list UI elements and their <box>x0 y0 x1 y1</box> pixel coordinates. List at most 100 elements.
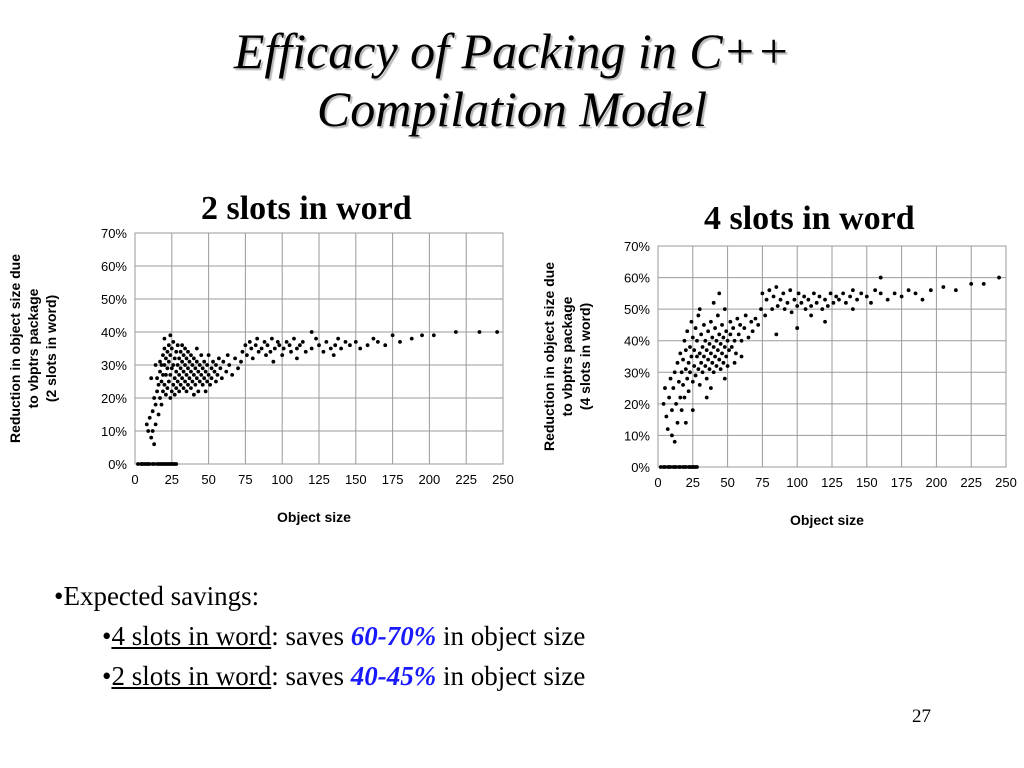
data-point <box>722 345 727 349</box>
data-point <box>683 348 688 353</box>
data-point <box>193 366 198 371</box>
data-point <box>809 313 814 318</box>
data-point <box>690 379 695 384</box>
data-point <box>177 373 182 377</box>
data-point <box>725 338 730 343</box>
data-point <box>339 346 343 351</box>
data-point <box>771 294 776 299</box>
data-point <box>169 389 174 394</box>
data-point <box>665 427 670 432</box>
data-point <box>718 367 723 372</box>
data-point <box>685 329 690 334</box>
data-point <box>177 356 182 361</box>
data-point <box>679 408 684 413</box>
x-tick-label: 25 <box>686 475 700 490</box>
data-point <box>692 364 697 368</box>
bullet-item-highlight: 40-45% <box>350 661 437 691</box>
data-point <box>695 338 699 343</box>
data-point <box>317 343 321 348</box>
data-point <box>781 291 786 296</box>
data-point <box>409 336 414 341</box>
data-point <box>162 363 167 367</box>
data-point <box>831 300 836 305</box>
data-point <box>697 383 702 387</box>
y-axis-label: Reduction in object size due to vbptrs pa… <box>7 254 59 443</box>
data-point <box>152 462 157 466</box>
data-point <box>149 435 154 440</box>
data-point <box>171 340 176 344</box>
data-point <box>834 294 839 299</box>
data-point <box>702 354 706 359</box>
data-point <box>803 307 808 312</box>
data-point <box>175 343 180 348</box>
data-point <box>194 359 199 364</box>
data-point <box>217 356 221 361</box>
data-point <box>292 336 296 341</box>
data-point <box>721 335 726 340</box>
data-point <box>165 366 170 371</box>
data-point <box>328 346 333 351</box>
data-point <box>162 336 167 341</box>
data-point <box>814 300 819 305</box>
x-tick-label: 200 <box>419 472 441 487</box>
data-point <box>703 364 708 368</box>
data-point <box>722 376 727 381</box>
data-point <box>174 369 179 374</box>
data-point <box>685 376 690 381</box>
data-point <box>152 442 157 447</box>
data-point <box>774 332 779 337</box>
y-axis-label-line: Reduction in object size due <box>7 254 23 443</box>
data-point <box>155 376 159 381</box>
y-tick-label: 30% <box>101 358 127 373</box>
expected-savings-list: •Expected savings: •4 slots in word: sav… <box>54 576 585 696</box>
data-point <box>774 285 779 289</box>
data-point <box>255 336 260 341</box>
data-point <box>732 360 737 365</box>
data-point <box>212 369 217 374</box>
data-point <box>175 379 180 384</box>
data-point <box>214 363 218 367</box>
data-point <box>778 297 783 302</box>
data-point <box>661 401 666 406</box>
data-point <box>168 396 173 400</box>
data-point <box>324 340 329 344</box>
data-point <box>668 376 673 381</box>
data-point <box>146 429 151 433</box>
data-point <box>717 332 722 337</box>
data-point <box>711 370 716 375</box>
slide-title: Efficacy of Packing in C++ Compilation M… <box>0 22 1024 138</box>
data-point <box>760 291 765 296</box>
data-point <box>969 281 974 286</box>
data-point <box>197 363 202 367</box>
data-point <box>336 336 341 341</box>
data-point <box>953 288 958 293</box>
data-point <box>820 307 825 312</box>
data-point <box>178 349 183 354</box>
data-point <box>190 363 195 367</box>
y-axis-label: Reduction in object size due to vbptrs pa… <box>541 262 593 451</box>
data-point <box>850 288 855 293</box>
data-point <box>180 359 185 364</box>
data-point <box>178 366 183 371</box>
chart-left-title: 2 slots in word <box>201 190 412 227</box>
data-point <box>264 353 268 357</box>
y-axis-label-line: to vbptrs package <box>559 296 575 416</box>
y-axis-label-line: (2 slots in word) <box>43 295 59 402</box>
data-point <box>689 354 694 359</box>
x-tick-label: 250 <box>995 475 1017 490</box>
data-point <box>239 359 243 364</box>
bullet-item-middle: : saves <box>271 661 351 691</box>
data-point <box>343 340 348 344</box>
data-point <box>265 343 270 348</box>
x-tick-label: 75 <box>238 472 252 487</box>
data-point <box>321 349 326 354</box>
data-point <box>704 348 709 353</box>
data-point <box>152 396 157 400</box>
x-tick-label: 125 <box>308 472 330 487</box>
x-tick-label: 150 <box>345 472 367 487</box>
data-point <box>743 313 748 318</box>
data-point <box>280 353 285 357</box>
data-point <box>850 307 855 312</box>
data-point <box>153 402 158 407</box>
